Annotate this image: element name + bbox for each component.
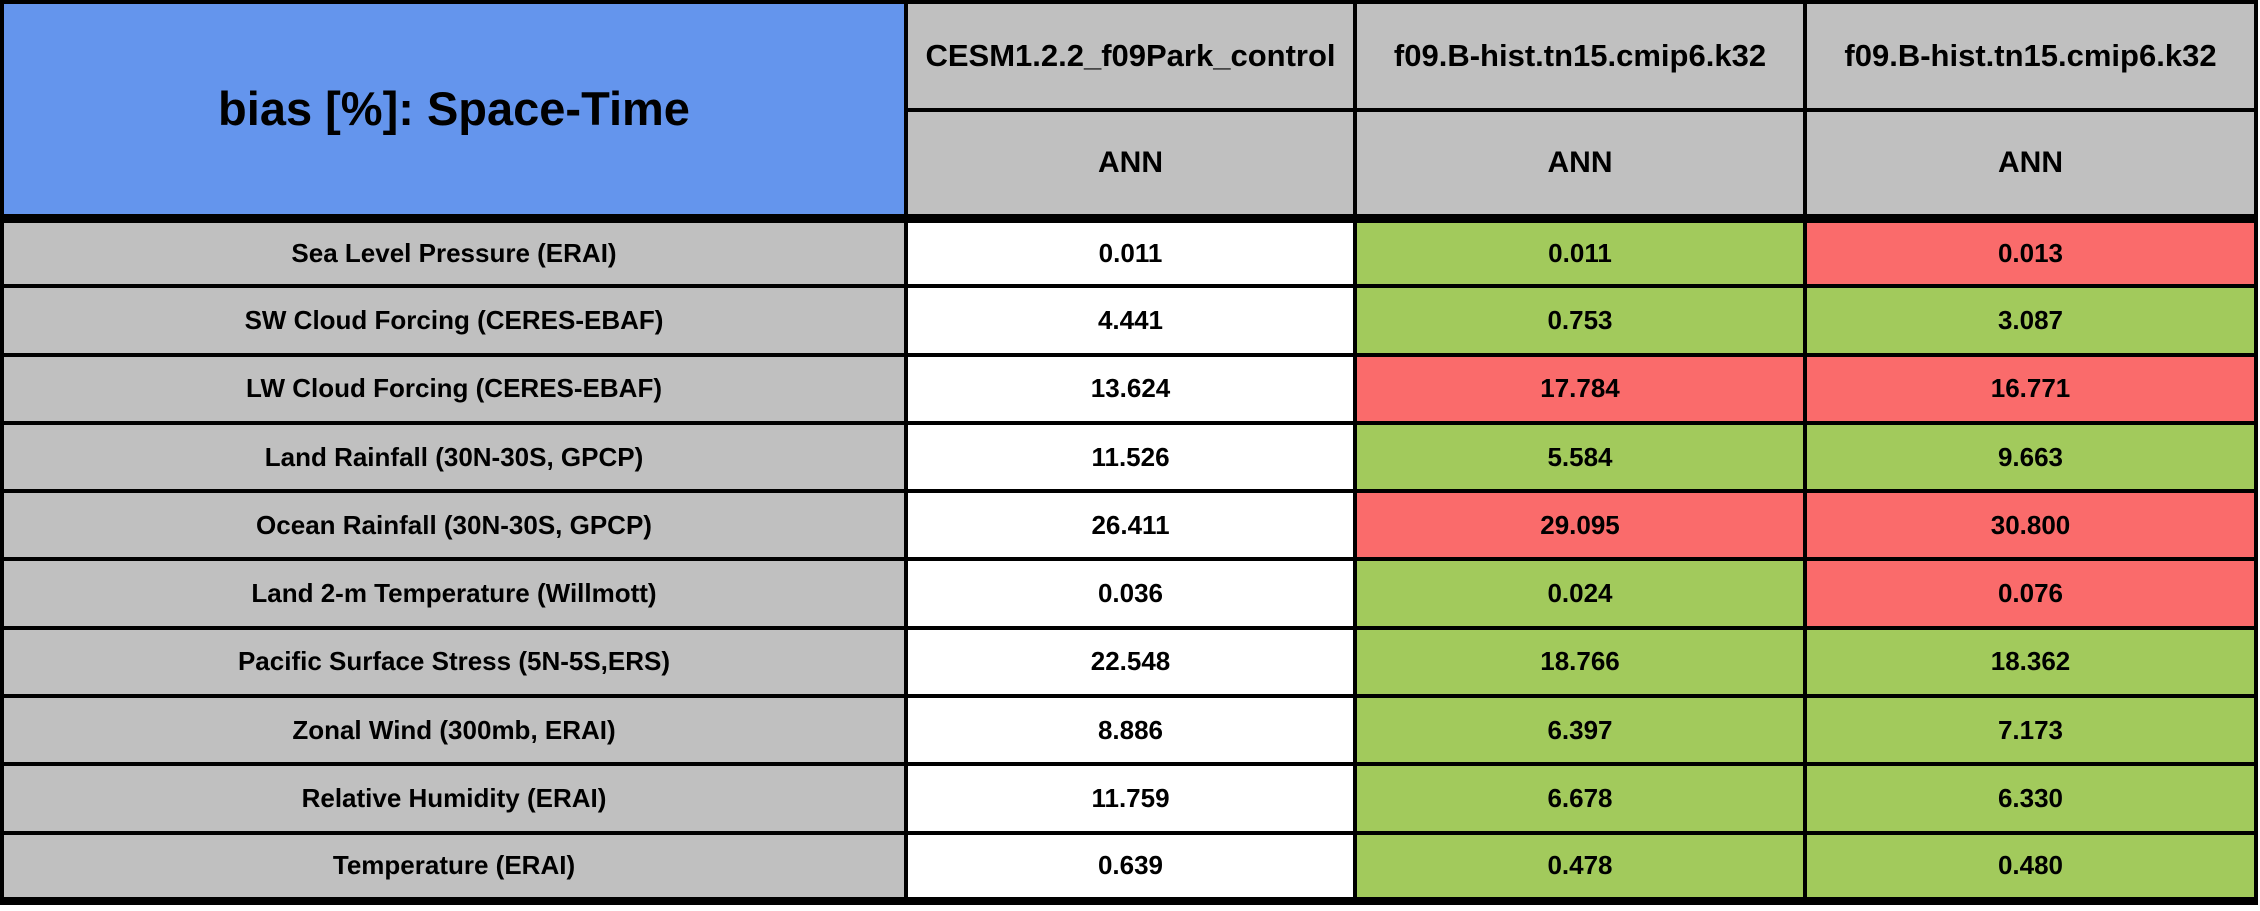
cell-value: 4.441 xyxy=(904,284,1357,357)
cell-value: 11.759 xyxy=(904,762,1357,835)
cell-value: 0.478 xyxy=(1353,830,1807,906)
cell-value: 26.411 xyxy=(904,489,1357,562)
cell-value: 0.480 xyxy=(1803,830,2258,906)
row-label: Pacific Surface Stress (5N-5S,ERS) xyxy=(0,625,908,699)
column-header-season-1: ANN xyxy=(904,108,1357,223)
cell-value: 0.753 xyxy=(1353,284,1807,357)
cell-value: 5.584 xyxy=(1353,420,1807,494)
table-row: Sea Level Pressure (ERAI) 0.011 0.011 0.… xyxy=(0,215,2258,289)
row-label: Temperature (ERAI) xyxy=(0,830,908,906)
cell-value: 0.024 xyxy=(1353,557,1807,630)
cell-value: 0.076 xyxy=(1803,557,2258,630)
table-title: bias [%]: Space-Time xyxy=(0,0,908,223)
row-label: Sea Level Pressure (ERAI) xyxy=(0,215,908,289)
column-header-season-2: ANN xyxy=(1353,108,1807,223)
row-label: Land Rainfall (30N-30S, GPCP) xyxy=(0,420,908,494)
cell-value: 17.784 xyxy=(1353,352,1807,425)
row-label: LW Cloud Forcing (CERES-EBAF) xyxy=(0,352,908,425)
row-label: SW Cloud Forcing (CERES-EBAF) xyxy=(0,284,908,357)
cell-value: 6.397 xyxy=(1353,694,1807,767)
table-row: Ocean Rainfall (30N-30S, GPCP) 26.411 29… xyxy=(0,489,2258,562)
column-header-model-1: CESM1.2.2_f09Park_control xyxy=(904,0,1357,112)
table-row: SW Cloud Forcing (CERES-EBAF) 4.441 0.75… xyxy=(0,284,2258,357)
cell-value: 18.766 xyxy=(1353,625,1807,699)
table-row: Pacific Surface Stress (5N-5S,ERS) 22.54… xyxy=(0,625,2258,699)
table-row: LW Cloud Forcing (CERES-EBAF) 13.624 17.… xyxy=(0,352,2258,425)
cell-value: 6.330 xyxy=(1803,762,2258,835)
cell-value: 0.013 xyxy=(1803,215,2258,289)
cell-value: 0.036 xyxy=(904,557,1357,630)
column-header-model-2: f09.B-hist.tn15.cmip6.k32 xyxy=(1353,0,1807,112)
cell-value: 18.362 xyxy=(1803,625,2258,699)
cell-value: 3.087 xyxy=(1803,284,2258,357)
cell-value: 0.011 xyxy=(904,215,1357,289)
row-label: Land 2-m Temperature (Willmott) xyxy=(0,557,908,630)
cell-value: 22.548 xyxy=(904,625,1357,699)
cell-value: 9.663 xyxy=(1803,420,2258,494)
row-label: Ocean Rainfall (30N-30S, GPCP) xyxy=(0,489,908,562)
cell-value: 6.678 xyxy=(1353,762,1807,835)
cell-value: 13.624 xyxy=(904,352,1357,425)
table-row: Land Rainfall (30N-30S, GPCP) 11.526 5.5… xyxy=(0,420,2258,494)
row-label: Zonal Wind (300mb, ERAI) xyxy=(0,694,908,767)
cell-value: 29.095 xyxy=(1353,489,1807,562)
cell-value: 11.526 xyxy=(904,420,1357,494)
table-row: Temperature (ERAI) 0.639 0.478 0.480 xyxy=(0,830,2258,906)
row-label: Relative Humidity (ERAI) xyxy=(0,762,908,835)
table-row: Land 2-m Temperature (Willmott) 0.036 0.… xyxy=(0,557,2258,630)
cell-value: 7.173 xyxy=(1803,694,2258,767)
table-row: Relative Humidity (ERAI) 11.759 6.678 6.… xyxy=(0,762,2258,835)
column-header-model-3: f09.B-hist.tn15.cmip6.k32 xyxy=(1803,0,2258,112)
cell-value: 0.011 xyxy=(1353,215,1807,289)
cell-value: 30.800 xyxy=(1803,489,2258,562)
cell-value: 16.771 xyxy=(1803,352,2258,425)
column-header-season-3: ANN xyxy=(1803,108,2258,223)
cell-value: 0.639 xyxy=(904,830,1357,906)
cell-value: 8.886 xyxy=(904,694,1357,767)
table-row: Zonal Wind (300mb, ERAI) 8.886 6.397 7.1… xyxy=(0,694,2258,767)
